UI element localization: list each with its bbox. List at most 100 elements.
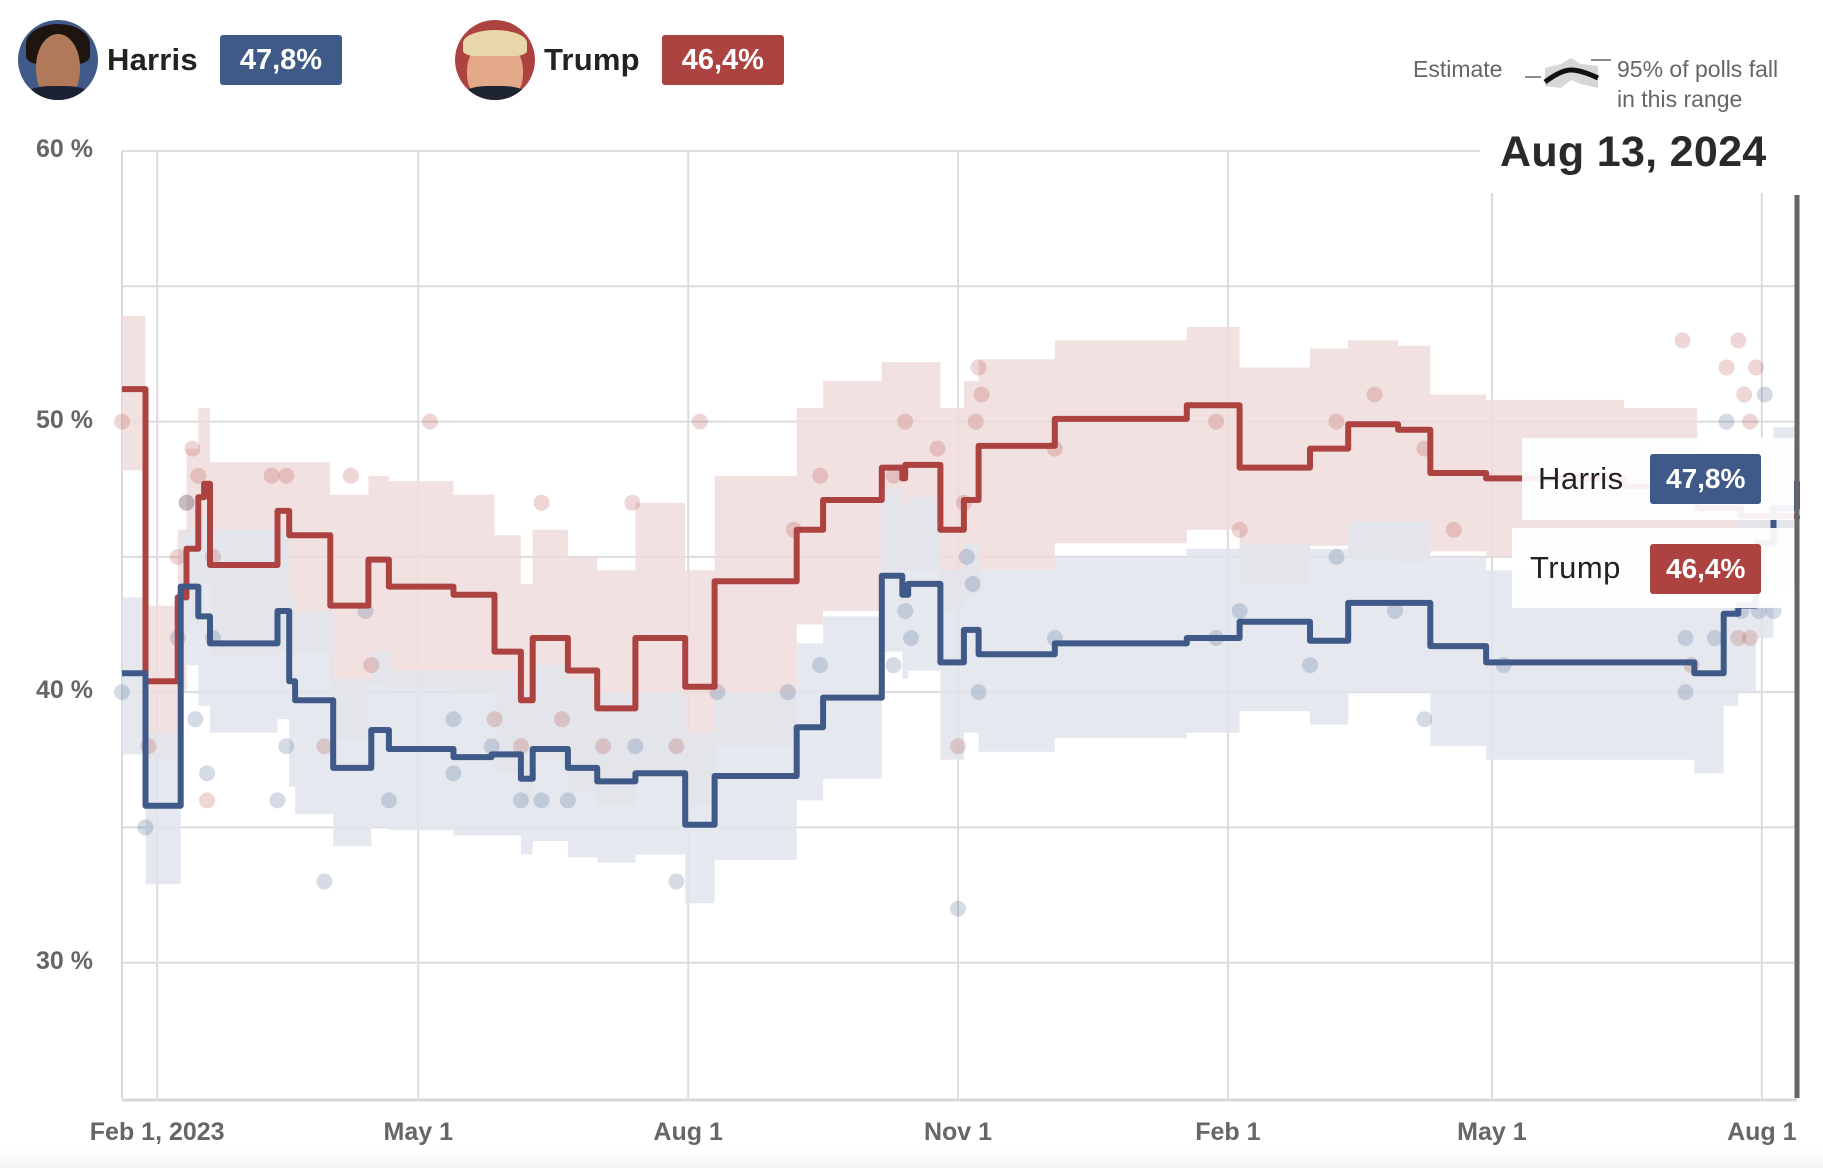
candidate-name: Trump xyxy=(544,42,640,77)
poll-dot-harris xyxy=(278,738,295,755)
poll-dot-harris xyxy=(269,792,286,809)
poll-dot-harris xyxy=(114,684,130,701)
harris-avatar xyxy=(18,20,98,100)
poll-dot-trump xyxy=(1328,413,1345,430)
poll-dot-trump xyxy=(342,467,359,484)
candidate-value-badge: 46,4% xyxy=(661,35,784,85)
band-harris xyxy=(122,399,1797,904)
poll-dot-harris xyxy=(559,792,576,809)
poll-dot-trump xyxy=(1718,359,1735,376)
y-tick-label: 40 % xyxy=(36,676,93,705)
trump-avatar xyxy=(455,20,535,100)
end-label-value-badge: 47,8% xyxy=(1650,454,1762,504)
legend-band-swatch xyxy=(1545,58,1598,88)
legend-estimate-band-icon xyxy=(1525,58,1611,88)
poll-dot-trump xyxy=(1208,413,1225,430)
poll-dot-harris xyxy=(445,711,462,728)
poll-dot-harris xyxy=(970,684,987,701)
x-tick-label: Nov 1 xyxy=(923,1118,993,1146)
x-tick-label: Aug 1 xyxy=(653,1118,723,1146)
legend-range-label-line1: 95% of polls fall xyxy=(1617,56,1779,82)
poll-dot-harris xyxy=(627,738,644,755)
x-tick-label: Feb 1 xyxy=(1195,1118,1261,1146)
poll-dot-trump xyxy=(1231,521,1248,538)
poll-dot-harris xyxy=(533,792,550,809)
poll-dot-harris xyxy=(1387,602,1404,619)
poll-dot-harris xyxy=(812,657,829,674)
poll-dot-trump xyxy=(512,738,529,755)
end-label-trump: Trump 46,4% xyxy=(1512,528,1794,608)
poll-dot-trump xyxy=(278,467,295,484)
current-date-label: Aug 13, 2024 xyxy=(1500,128,1767,176)
poll-dot-harris xyxy=(1718,413,1735,430)
poll-dot-trump xyxy=(1736,386,1753,403)
poll-dot-trump xyxy=(970,359,987,376)
end-label-value-badge: 46,4% xyxy=(1650,544,1762,594)
poll-dot-trump xyxy=(184,440,201,457)
poll-dot-trump xyxy=(973,386,990,403)
poll-dot-harris xyxy=(380,792,397,809)
poll-dot-trump xyxy=(363,657,380,674)
poll-dots xyxy=(114,332,1782,917)
poll-dot-trump xyxy=(1747,359,1764,376)
poll-dot-trump xyxy=(929,440,946,457)
x-tick-label: May 1 xyxy=(1457,1118,1527,1146)
poll-dot-harris xyxy=(1756,386,1773,403)
poll-dot-harris xyxy=(199,765,216,782)
poll-dot-harris xyxy=(1677,684,1694,701)
x-tick-label: May 1 xyxy=(383,1118,454,1146)
poll-dot-trump xyxy=(533,494,550,511)
poll-dot-trump xyxy=(1366,386,1383,403)
poll-dot-trump xyxy=(316,738,333,755)
end-label-name: Trump xyxy=(1530,550,1621,585)
legend-estimate-label: Estimate xyxy=(1413,56,1503,82)
poll-dot-harris xyxy=(512,792,529,809)
x-tick-label: Feb 1, 2023 xyxy=(89,1118,225,1146)
poll-dot-harris xyxy=(668,873,685,890)
trend-lines xyxy=(122,386,1800,828)
poll-dot-trump xyxy=(422,413,439,430)
poll-dot-harris xyxy=(187,711,204,728)
poll-dot-trump xyxy=(1730,332,1747,349)
poll-dot-trump xyxy=(668,738,685,755)
x-tick-label: Aug 1 xyxy=(1727,1118,1797,1146)
poll-dot-harris xyxy=(1706,630,1723,647)
poll-dot-harris xyxy=(178,494,195,511)
poll-dot-harris xyxy=(137,819,154,836)
poll-dot-trump xyxy=(1742,630,1759,647)
poll-dot-trump xyxy=(812,467,829,484)
end-label-name: Harris xyxy=(1538,461,1624,496)
poll-dot-trump xyxy=(897,413,914,430)
poll-dot-harris xyxy=(316,873,333,890)
poll-dot-harris xyxy=(885,657,902,674)
page-footer-band xyxy=(0,1150,1823,1168)
candidate-name: Harris xyxy=(107,42,198,77)
poll-dot-harris xyxy=(1231,602,1248,619)
date-label-backdrop xyxy=(1480,138,1800,193)
poll-dot-harris xyxy=(445,765,462,782)
candidate-trump: Trump 46,4% xyxy=(455,20,784,100)
trend-line-trump xyxy=(122,386,1800,712)
candidate-value-badge: 47,8% xyxy=(219,35,343,85)
end-label-harris: Harris 47,8% xyxy=(1522,438,1794,520)
poll-dot-trump xyxy=(967,413,984,430)
poll-dot-harris xyxy=(1328,548,1345,565)
y-tick-label: 30 % xyxy=(36,946,93,975)
poll-dot-harris xyxy=(1302,657,1319,674)
poll-dot-trump xyxy=(1445,521,1462,538)
confidence-bands xyxy=(122,316,1797,904)
poll-dot-harris xyxy=(897,602,914,619)
y-tick-label: 50 % xyxy=(36,405,93,434)
poll-dot-trump xyxy=(1742,413,1759,430)
poll-dot-trump xyxy=(1730,630,1747,647)
poll-dot-trump xyxy=(1674,332,1691,349)
poll-dot-trump xyxy=(554,711,571,728)
poll-dot-trump xyxy=(190,467,207,484)
legend-line-swatch xyxy=(1543,67,1600,85)
poll-dot-harris xyxy=(1677,630,1694,647)
poll-dot-harris xyxy=(964,575,981,592)
poll-dot-trump xyxy=(114,413,130,430)
poll-dot-trump xyxy=(263,467,280,484)
poll-dot-trump xyxy=(950,738,967,755)
